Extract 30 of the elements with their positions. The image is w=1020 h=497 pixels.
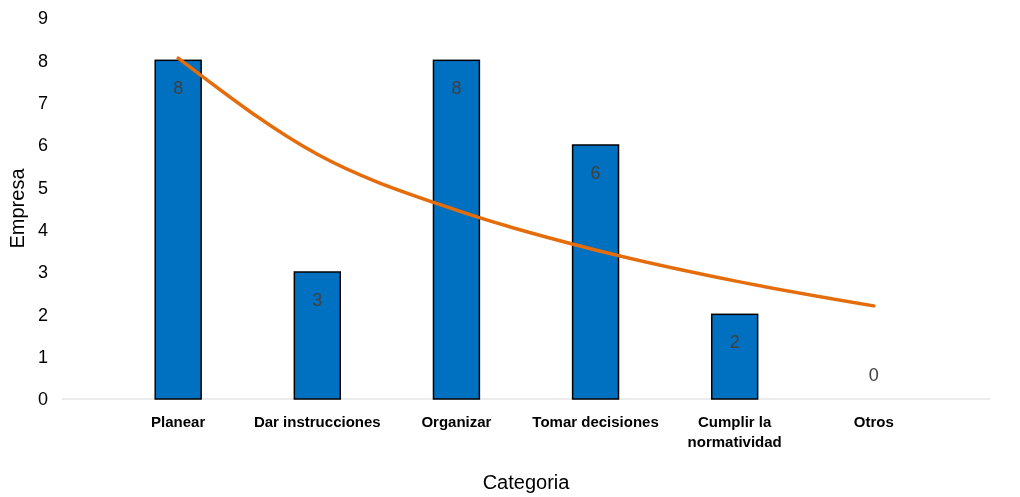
- bar: [710, 313, 759, 400]
- y-tick-label: 7: [37, 92, 48, 113]
- data-label: 3: [312, 290, 323, 310]
- y-tick-label: 6: [37, 135, 48, 156]
- y-tick-label: 8: [37, 50, 48, 71]
- bar: [432, 59, 481, 400]
- x-tick-label: Dar instrucciones: [253, 413, 381, 430]
- y-tick-label: 9: [37, 8, 48, 29]
- data-label: 2: [729, 332, 740, 353]
- y-tick-label: 3: [37, 262, 48, 283]
- x-tick-label: Organizar: [421, 413, 492, 430]
- x-tick-label: Otros: [853, 413, 894, 430]
- y-tick-label: 1: [37, 346, 48, 367]
- y-axis-title: Empresa: [6, 167, 28, 249]
- x-axis-title: Categoria: [482, 471, 571, 493]
- data-label: 8: [451, 78, 462, 99]
- y-tick-label: 4: [37, 219, 48, 240]
- x-tick-label: Cumplir la normatividad: [687, 413, 782, 450]
- bar: [293, 271, 342, 400]
- y-tick-label: 2: [37, 304, 48, 325]
- y-tick-label: 0: [37, 389, 48, 410]
- bar: [571, 144, 620, 400]
- data-label: 8: [173, 78, 184, 99]
- x-tick-label: Tomar decisiones: [532, 413, 659, 430]
- x-tick-label: Planear: [151, 413, 206, 430]
- line-series: [176, 56, 876, 308]
- y-tick-label: 5: [37, 177, 48, 198]
- data-label: 6: [590, 163, 601, 183]
- bar: [154, 59, 202, 400]
- data-label: 0: [868, 365, 879, 385]
